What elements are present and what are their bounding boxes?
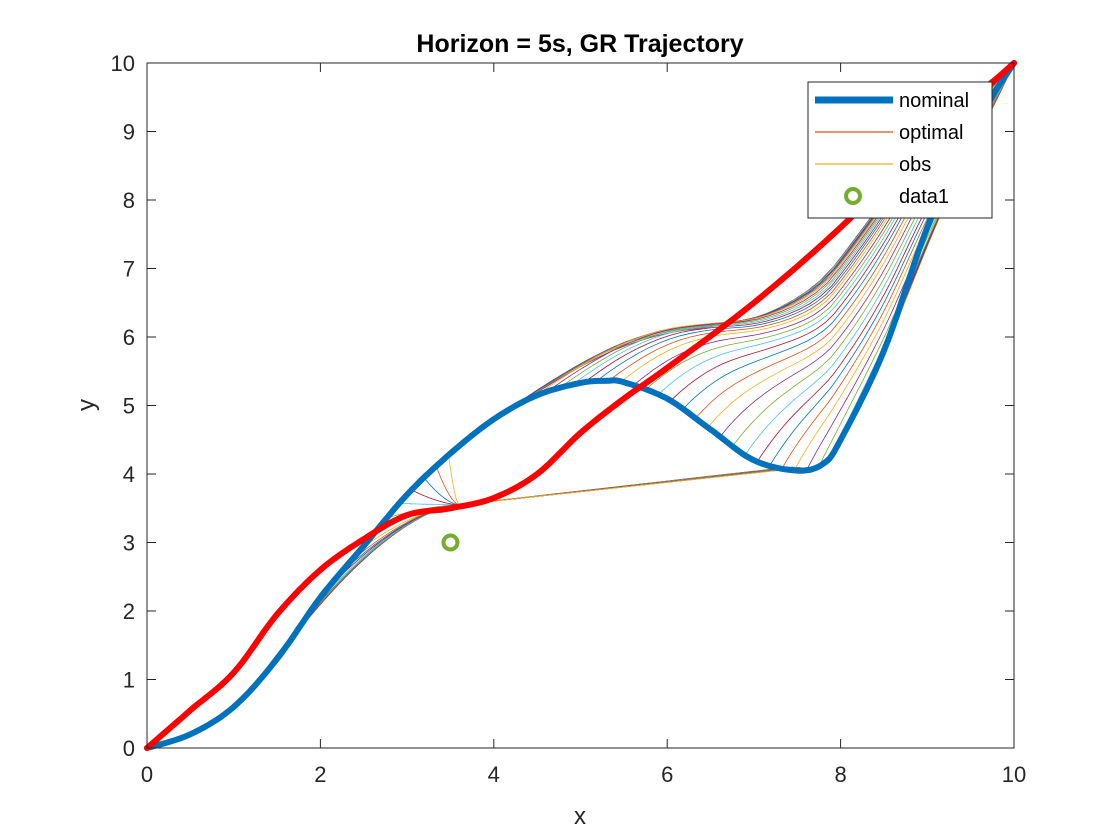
legend-label: obs bbox=[899, 154, 931, 176]
y-tick-label: 0 bbox=[123, 736, 135, 761]
x-axis-label: x bbox=[574, 803, 586, 830]
red-trajectory-line bbox=[144, 60, 1017, 751]
legend-label: optimal bbox=[899, 122, 963, 144]
y-axis-label: y bbox=[73, 399, 100, 411]
series-layer bbox=[144, 60, 1017, 751]
y-tick-label: 8 bbox=[123, 188, 135, 213]
y-axis: 0 1 2 3 4 5 6 7 8 9 10 bbox=[111, 51, 1014, 761]
legend: nominal optimal obs data1 bbox=[807, 81, 993, 219]
x-axis: 0 2 4 6 8 10 bbox=[141, 63, 1026, 787]
chart-title: Horizon = 5s, GR Trajectory bbox=[416, 30, 743, 58]
y-tick-label: 2 bbox=[123, 599, 135, 624]
y-tick-label: 6 bbox=[123, 325, 135, 350]
y-tick-label: 7 bbox=[123, 257, 135, 282]
y-tick-label: 10 bbox=[111, 51, 135, 76]
legend-items: nominal optimal obs data1 bbox=[815, 90, 969, 208]
legend-swatch bbox=[844, 187, 862, 205]
legend-box bbox=[807, 81, 993, 219]
x-tick-label: 2 bbox=[314, 762, 326, 787]
y-tick-label: 4 bbox=[123, 462, 135, 487]
y-tick-label: 1 bbox=[123, 668, 135, 693]
marker-layer bbox=[441, 533, 460, 552]
legend-label: nominal bbox=[899, 90, 969, 112]
legend-label: data1 bbox=[899, 186, 949, 208]
x-tick-label: 10 bbox=[1002, 762, 1026, 787]
y-tick-label: 9 bbox=[123, 120, 135, 145]
y-tick-label: 3 bbox=[123, 531, 135, 556]
x-tick-label: 8 bbox=[834, 762, 846, 787]
x-tick-label: 0 bbox=[141, 762, 153, 787]
data1-marker bbox=[441, 533, 460, 552]
y-tick-label: 5 bbox=[123, 394, 135, 419]
x-tick-label: 6 bbox=[661, 762, 673, 787]
nominal-trajectory-line bbox=[144, 60, 1017, 751]
x-tick-label: 4 bbox=[488, 762, 500, 787]
